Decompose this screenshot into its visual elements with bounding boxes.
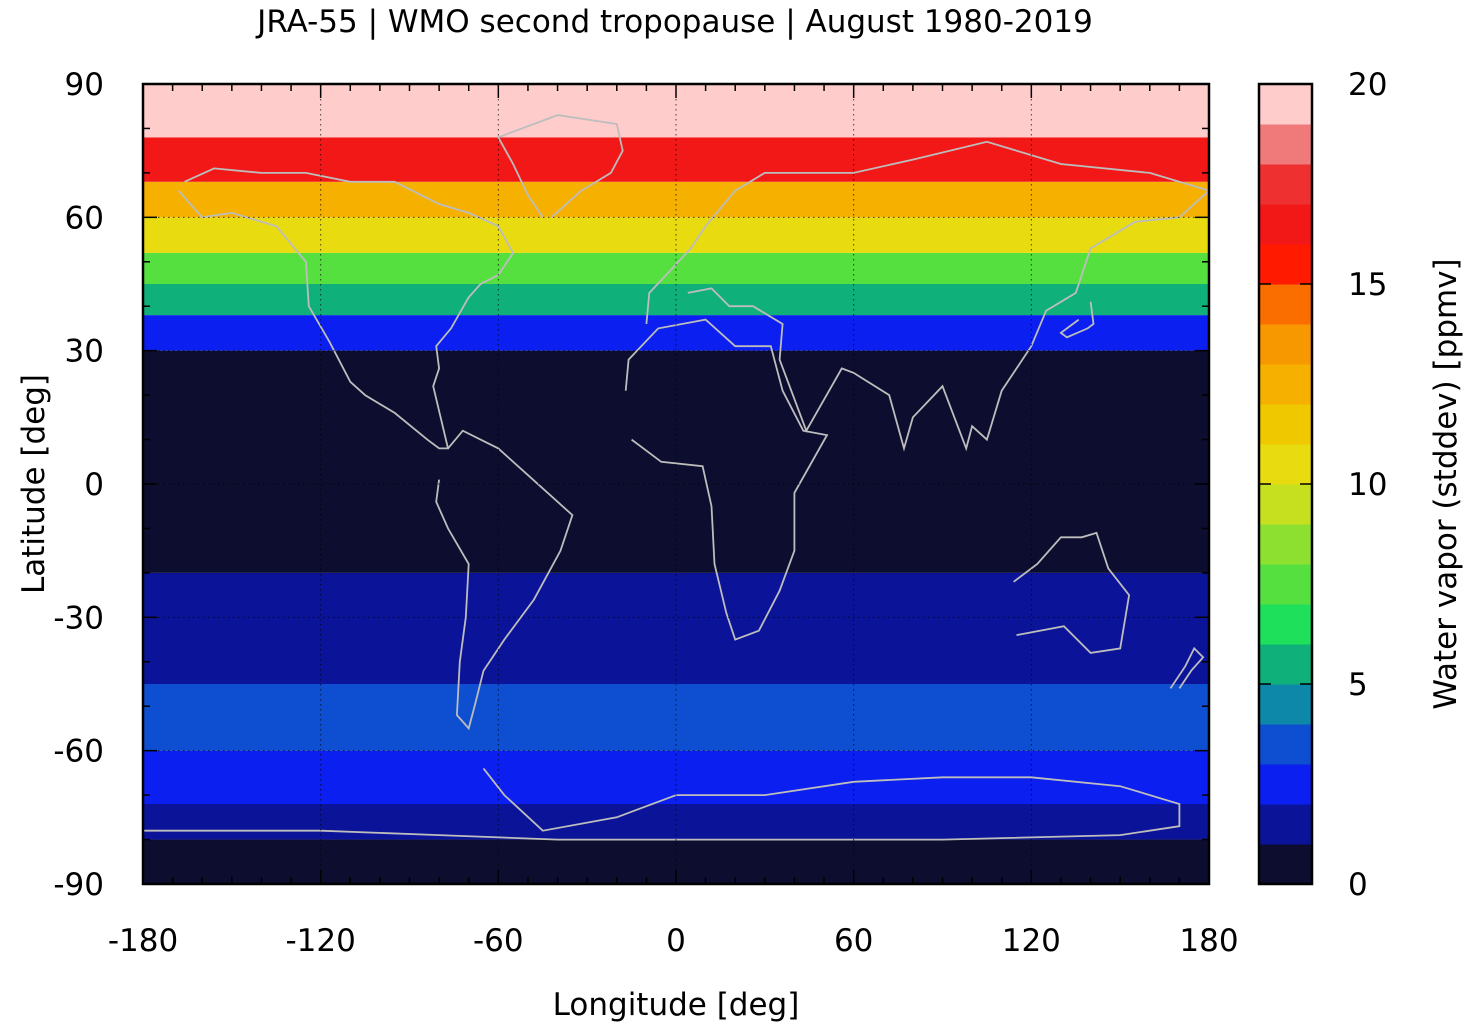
colorbar-tick-label: 20 [1348,67,1387,103]
x-axis-ticks: -180 -120 -60 0 60 120 180 [108,84,1239,959]
heatmap-band [143,350,1209,573]
colorbar-level [1259,404,1312,445]
x-axis-label: Longitude [deg] [553,987,800,1023]
coastline [177,167,515,450]
x-tick-label: 180 [1179,923,1238,959]
colorbar-level [1259,124,1312,165]
coastline-overlay [143,114,1211,841]
chart-title: JRA-55 | WMO second tropopause | August … [255,4,1093,40]
colorbar-level [1259,244,1312,285]
colorbar-level [1259,444,1312,485]
x-tick-label: 60 [834,923,873,959]
colorbar-tick-label: 15 [1348,267,1387,303]
coastline [645,140,1211,452]
colorbar-level [1259,564,1312,605]
colorbar-level [1259,204,1312,245]
colorbar-tick-label: 5 [1348,667,1368,703]
coastline [1169,646,1205,689]
colorbar [1259,84,1312,885]
y-axis-ticks: 90 60 30 0 -30 -60 -90 [53,67,1209,903]
colorbar-level [1259,484,1312,525]
colorbar-level [1259,604,1312,645]
y-tick-label: 0 [84,467,104,503]
x-tick-label: -60 [473,923,524,959]
colorbar-label: Water vapor (stddev) [ppmv] [1428,258,1464,709]
colorbar-level [1259,364,1312,405]
colorbar-ticks: 20 15 10 5 0 [1259,67,1387,903]
x-tick-label: 120 [1002,923,1061,959]
x-tick-label: -180 [108,923,178,959]
coastline [143,767,1181,841]
colorbar-level [1259,844,1312,885]
heatmap-band [143,252,1209,284]
y-tick-label: -60 [53,734,104,770]
colorbar-level [1259,164,1312,205]
x-tick-label: -120 [285,923,355,959]
y-axis-label: Latitude [deg] [16,374,52,594]
colorbar-level [1259,724,1312,765]
y-tick-label: 90 [65,67,104,103]
colorbar-level [1259,764,1312,805]
colorbar-level [1259,804,1312,845]
y-tick-label: -90 [53,867,104,903]
coastline [1059,301,1095,339]
colorbar-level [1259,284,1312,325]
coastline [1013,531,1131,654]
colorbar-level [1259,324,1312,365]
coastline [624,318,829,641]
coastline [435,429,574,731]
grid-lines [143,84,1209,884]
colorbar-tick-label: 10 [1348,467,1387,503]
y-tick-label: 30 [65,334,104,370]
y-tick-label: -30 [53,600,104,636]
colorbar-level [1259,684,1312,725]
y-tick-label: 60 [65,200,104,236]
x-tick-label: 0 [666,923,686,959]
colorbar-level [1259,84,1312,125]
coastline [497,114,624,218]
colorbar-tick-label: 0 [1348,867,1368,903]
colorbar-level [1259,524,1312,565]
colorbar-level [1259,644,1312,685]
